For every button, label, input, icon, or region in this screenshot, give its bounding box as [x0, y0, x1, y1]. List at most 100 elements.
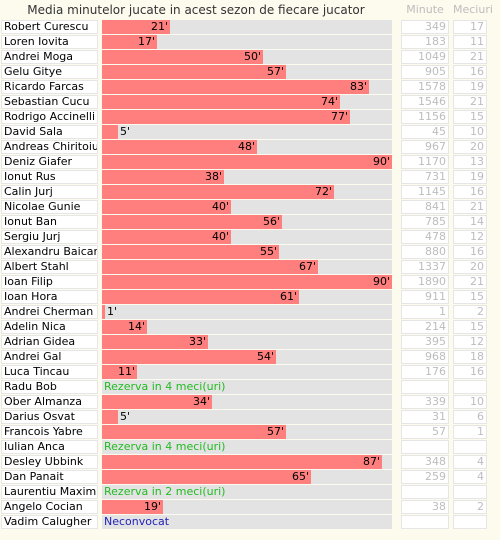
bar-track: 61' [102, 290, 392, 304]
chart-title: Media minutelor jucate in acest sezon de… [27, 3, 365, 17]
bar-track: 77' [102, 110, 392, 124]
matches-cell: 15 [453, 290, 487, 304]
bar [102, 500, 163, 514]
minutes-cell: 785 [401, 215, 449, 229]
bar-track: 5' [102, 410, 392, 424]
bar [102, 110, 350, 124]
player-name: Laurentiu Maxim [1, 485, 98, 499]
player-name: Sebastian Cucu [1, 95, 98, 109]
bar-value-label: 57' [266, 65, 284, 78]
matches-cell: 21 [453, 95, 487, 109]
bar-track: Rezerva in 4 meci(uri) [102, 440, 392, 454]
bar [102, 365, 137, 379]
bar-track: 34' [102, 395, 392, 409]
bar-value-label: 14' [127, 320, 145, 333]
matches-cell: 12 [453, 230, 487, 244]
bar-track: 1' [102, 305, 392, 319]
bar-value-label: 77' [330, 110, 348, 123]
bar-track: Rezerva in 2 meci(uri) [102, 485, 392, 499]
bar-track: 54' [102, 350, 392, 364]
minutes-cell [401, 515, 449, 529]
minutes-cell: 349 [401, 20, 449, 34]
matches-cell: 15 [453, 320, 487, 334]
matches-cell: 16 [453, 245, 487, 259]
player-name: Ionut Ban [1, 215, 98, 229]
bar-track: 33' [102, 335, 392, 349]
bar [102, 290, 299, 304]
minutes-cell: 967 [401, 140, 449, 154]
player-name: Andreas Chiritoiu [1, 140, 98, 154]
player-name: Andrei Gal [1, 350, 98, 364]
bar-track: 90' [102, 275, 392, 289]
bar-track: 67' [102, 260, 392, 274]
player-row: Ionut Ban 56' 785 14 [0, 215, 500, 229]
minutes-cell: 183 [401, 35, 449, 49]
column-header-minutes: Minute [406, 3, 444, 16]
bar-value-label: 48' [237, 140, 255, 153]
matches-cell: 10 [453, 395, 487, 409]
minutes-cell: 57 [401, 425, 449, 439]
bar [102, 185, 334, 199]
bar-value-label: 61' [279, 290, 297, 303]
bar [102, 275, 392, 289]
matches-cell: 6 [453, 410, 487, 424]
minutes-cell: 911 [401, 290, 449, 304]
bar-track: 50' [102, 50, 392, 64]
bar [102, 305, 105, 319]
minutes-cell: 348 [401, 455, 449, 469]
player-name: Andrei Cherman [1, 305, 98, 319]
bar-track: 72' [102, 185, 392, 199]
player-status: Rezerva in 4 meci(uri) [104, 380, 226, 393]
player-row: Dan Panait 65' 259 4 [0, 470, 500, 484]
minutes-cell: 968 [401, 350, 449, 364]
bar [102, 125, 118, 139]
matches-cell: 11 [453, 35, 487, 49]
bar-value-label: 72' [314, 185, 332, 198]
minutes-cell: 1170 [401, 155, 449, 169]
player-row: David Sala 5' 45 10 [0, 125, 500, 139]
player-row: Andreas Chiritoiu 48' 967 20 [0, 140, 500, 154]
player-row: Deniz Giafer 90' 1170 13 [0, 155, 500, 169]
bar-value-label: 83' [349, 80, 367, 93]
player-row: Rodrigo Accinelli 77' 1156 15 [0, 110, 500, 124]
player-name: Ioan Filip [1, 275, 98, 289]
player-name: Sergiu Jurj [1, 230, 98, 244]
bar-track: 87' [102, 455, 392, 469]
player-name: Francois Yabre [1, 425, 98, 439]
bar-value-label: 19' [143, 500, 161, 513]
player-row: Darius Osvat 5' 31 6 [0, 410, 500, 424]
matches-cell: 21 [453, 200, 487, 214]
bar-value-label: 57' [266, 425, 284, 438]
matches-cell: 10 [453, 125, 487, 139]
player-name: Adrian Gidea [1, 335, 98, 349]
bar-value-label: 90' [372, 155, 390, 168]
bar-value-label: 1' [107, 305, 118, 318]
player-row: Andrei Gal 54' 968 18 [0, 350, 500, 364]
minutes-cell: 45 [401, 125, 449, 139]
player-row: Loren Iovita 17' 183 11 [0, 35, 500, 49]
bar-value-label: 50' [243, 50, 261, 63]
player-name: Albert Stahl [1, 260, 98, 274]
player-row: Luca Tincau 11' 176 16 [0, 365, 500, 379]
player-row: Sebastian Cucu 74' 1546 21 [0, 95, 500, 109]
player-row: Gelu Gitye 57' 905 16 [0, 65, 500, 79]
matches-cell: 21 [453, 50, 487, 64]
minutes-cell [401, 380, 449, 394]
minutes-cell: 38 [401, 500, 449, 514]
bar-track: 48' [102, 140, 392, 154]
player-row: Radu Bob Rezerva in 4 meci(uri) [0, 380, 500, 394]
minutes-cell: 1156 [401, 110, 449, 124]
bar [102, 395, 212, 409]
minutes-cell: 1578 [401, 80, 449, 94]
minutes-cell: 1546 [401, 95, 449, 109]
player-name: Darius Osvat [1, 410, 98, 424]
player-row: Laurentiu Maxim Rezerva in 2 meci(uri) [0, 485, 500, 499]
player-row: Adelin Nica 14' 214 15 [0, 320, 500, 334]
player-row: Angelo Cocian 19' 38 2 [0, 500, 500, 514]
bar-track: Neconvocat [102, 515, 392, 529]
player-row: Andrei Moga 50' 1049 21 [0, 50, 500, 64]
bar-value-label: 56' [262, 215, 280, 228]
player-name: Robert Curescu [1, 20, 98, 34]
bar-track: 90' [102, 155, 392, 169]
bar-value-label: 11' [117, 365, 135, 378]
